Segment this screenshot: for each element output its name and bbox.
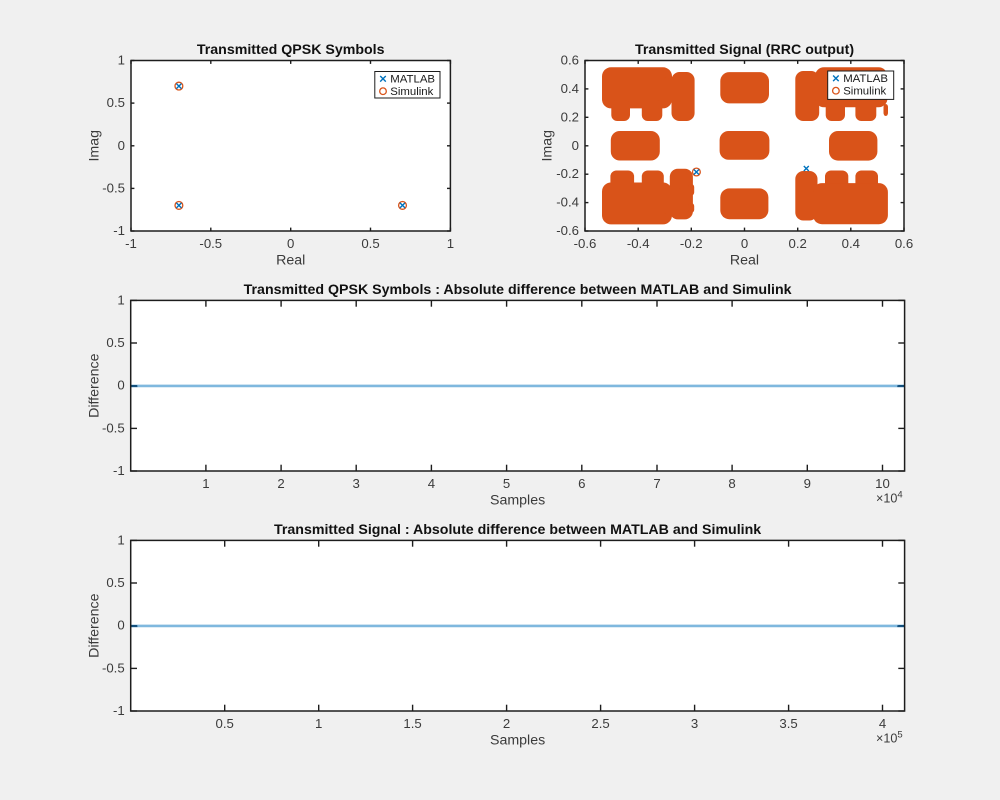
svg-text:-0.4: -0.4 <box>556 195 579 210</box>
svg-text:3: 3 <box>691 716 698 731</box>
svg-text:Difference: Difference <box>87 593 103 658</box>
svg-text:MATLAB: MATLAB <box>843 73 888 85</box>
svg-text:-0.6: -0.6 <box>556 223 579 238</box>
svg-text:5: 5 <box>503 476 510 491</box>
svg-text:Simulink: Simulink <box>843 85 886 97</box>
svg-text:Real: Real <box>276 253 305 269</box>
svg-text:-0.5: -0.5 <box>102 180 125 195</box>
svg-text:0: 0 <box>572 138 579 153</box>
svg-text:1: 1 <box>202 476 209 491</box>
svg-text:Transmitted Signal (RRC output: Transmitted Signal (RRC output) <box>635 42 854 58</box>
svg-text:-0.2: -0.2 <box>680 236 703 251</box>
svg-text:2: 2 <box>277 476 284 491</box>
svg-text:1: 1 <box>118 53 125 68</box>
svg-text:Difference: Difference <box>87 353 103 418</box>
svg-text:Real: Real <box>730 253 759 269</box>
svg-text:0.4: 0.4 <box>842 236 860 251</box>
svg-text:1: 1 <box>447 236 454 251</box>
svg-text:0.5: 0.5 <box>106 335 124 350</box>
svg-text:3.5: 3.5 <box>779 716 797 731</box>
svg-text:6: 6 <box>578 476 585 491</box>
svg-text:10: 10 <box>875 476 890 491</box>
svg-text:MATLAB: MATLAB <box>390 74 435 86</box>
svg-text:-0.4: -0.4 <box>627 236 650 251</box>
svg-text:3: 3 <box>353 476 360 491</box>
svg-text:0.2: 0.2 <box>561 109 579 124</box>
svg-text:Transmitted QPSK Symbols: Transmitted QPSK Symbols <box>197 42 385 58</box>
svg-text:9: 9 <box>804 476 811 491</box>
svg-text:0.5: 0.5 <box>106 575 124 590</box>
svg-text:8: 8 <box>728 476 735 491</box>
svg-text:Samples: Samples <box>490 733 545 749</box>
svg-text:0: 0 <box>117 618 124 633</box>
svg-text:-1: -1 <box>113 223 125 238</box>
svg-text:7: 7 <box>653 476 660 491</box>
svg-text:0.4: 0.4 <box>561 81 579 96</box>
svg-text:0.5: 0.5 <box>216 716 234 731</box>
svg-text:Imag: Imag <box>540 130 556 162</box>
svg-text:4: 4 <box>879 716 886 731</box>
svg-text:-0.5: -0.5 <box>199 236 222 251</box>
svg-text:-1: -1 <box>113 463 125 478</box>
svg-text:Simulink: Simulink <box>390 86 433 98</box>
svg-text:×105: ×105 <box>876 730 903 746</box>
svg-text:0.6: 0.6 <box>895 236 913 251</box>
svg-text:0.2: 0.2 <box>789 236 807 251</box>
svg-text:0: 0 <box>117 378 124 393</box>
svg-text:0.5: 0.5 <box>361 236 379 251</box>
svg-text:-0.5: -0.5 <box>102 420 125 435</box>
svg-text:0: 0 <box>118 138 125 153</box>
svg-text:Samples: Samples <box>490 493 545 509</box>
svg-text:2: 2 <box>503 716 510 731</box>
svg-text:Imag: Imag <box>86 130 102 162</box>
svg-text:1: 1 <box>315 716 322 731</box>
svg-text:1: 1 <box>117 292 124 307</box>
svg-text:Transmitted Signal : Absolute: Transmitted Signal : Absolute difference… <box>274 522 761 538</box>
svg-text:0: 0 <box>741 236 748 251</box>
svg-text:-0.5: -0.5 <box>102 660 125 675</box>
svg-text:-0.6: -0.6 <box>574 236 597 251</box>
svg-text:-1: -1 <box>125 236 137 251</box>
svg-text:1: 1 <box>117 532 124 547</box>
svg-text:-1: -1 <box>113 703 125 718</box>
svg-text:0.6: 0.6 <box>561 53 579 68</box>
svg-text:4: 4 <box>428 476 435 491</box>
svg-text:Transmitted QPSK Symbols : Abs: Transmitted QPSK Symbols : Absolute diff… <box>244 282 792 298</box>
svg-text:0: 0 <box>287 236 294 251</box>
svg-text:×104: ×104 <box>876 490 903 506</box>
svg-text:0.5: 0.5 <box>107 95 125 110</box>
svg-text:2.5: 2.5 <box>591 716 609 731</box>
svg-text:1.5: 1.5 <box>403 716 421 731</box>
svg-text:-0.2: -0.2 <box>556 166 579 181</box>
